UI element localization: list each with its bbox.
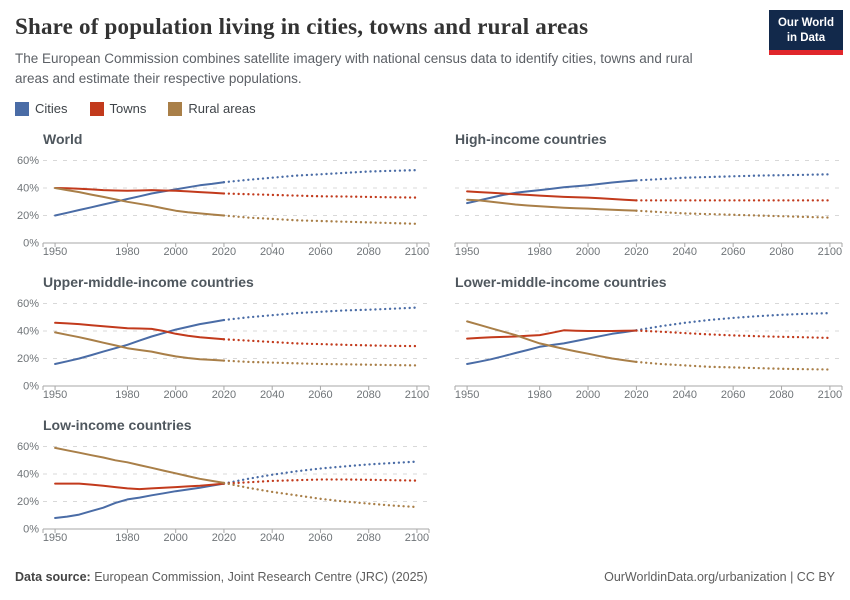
svg-text:1950: 1950 <box>455 389 479 401</box>
svg-text:2040: 2040 <box>673 246 697 258</box>
svg-text:2100: 2100 <box>405 246 429 258</box>
svg-text:2040: 2040 <box>260 532 284 544</box>
svg-text:1950: 1950 <box>43 246 67 258</box>
svg-text:40%: 40% <box>17 469 39 481</box>
svg-text:2080: 2080 <box>769 389 793 401</box>
data-source-note: Data source: European Commission, Joint … <box>15 570 428 584</box>
svg-text:40%: 40% <box>17 326 39 338</box>
chart-title-high-income: High-income countries <box>455 131 607 148</box>
chart-panel-low-income: Low-income countries 0% 20% 40% 60% 1950 1980… <box>15 417 445 547</box>
charts-grid: World 0% 20% 40% 60% 1950 1980 2000 2020 2040 206… <box>15 131 843 547</box>
data-source-text: European Commission, Joint Research Cent… <box>90 570 428 584</box>
towns-swatch-icon <box>89 101 104 116</box>
svg-text:2080: 2080 <box>356 246 380 258</box>
legend-label-cities: Cities <box>35 101 68 117</box>
svg-text:2080: 2080 <box>356 532 380 544</box>
legend-label-towns: Towns <box>109 101 147 117</box>
svg-text:2000: 2000 <box>576 246 600 258</box>
legend-item-rural: Rural areas <box>168 101 256 117</box>
svg-text:1980: 1980 <box>115 532 139 544</box>
svg-text:2000: 2000 <box>163 246 187 258</box>
svg-text:2060: 2060 <box>308 246 332 258</box>
legend-label-rural: Rural areas <box>188 101 256 117</box>
page-title: Share of population living in cities, to… <box>15 14 589 39</box>
svg-text:1950: 1950 <box>43 532 67 544</box>
legend: Cities Towns Rural areas <box>15 101 835 116</box>
svg-text:2060: 2060 <box>721 389 745 401</box>
owid-logo-line1: Our World <box>777 17 834 29</box>
svg-text:2080: 2080 <box>356 389 380 401</box>
chart-panel-world: World 0% 20% 40% 60% 1950 1980 2000 2020 2040 206… <box>15 131 445 261</box>
svg-text:1980: 1980 <box>115 246 139 258</box>
svg-text:20%: 20% <box>17 210 39 222</box>
svg-text:1980: 1980 <box>527 389 551 401</box>
legend-item-cities: Cities <box>15 101 68 116</box>
footer-attribution: OurWorldinData.org/urbanization | CC BY <box>604 570 835 584</box>
svg-text:2000: 2000 <box>576 389 600 401</box>
rural-swatch-icon <box>168 101 183 116</box>
legend-item-towns: Towns <box>89 101 147 117</box>
svg-text:2020: 2020 <box>212 246 236 258</box>
svg-text:1950: 1950 <box>455 246 479 258</box>
svg-text:2040: 2040 <box>260 246 284 258</box>
svg-text:60%: 60% <box>17 441 39 453</box>
page-subtitle: The European Commission combines satelli… <box>15 51 693 86</box>
owid-logo-line2: in Data <box>786 31 826 44</box>
svg-text:2020: 2020 <box>624 246 648 258</box>
svg-text:2040: 2040 <box>260 389 284 401</box>
chart-low-income: 0% 20% 40% 60% 1950 1980 2000 2020 2040 2060 2080 2… <box>17 441 430 544</box>
cities-swatch-icon <box>15 101 29 116</box>
svg-text:2100: 2100 <box>818 246 842 258</box>
chart-high-income: 1950 1980 2000 2020 2040 2060 2080 2100 <box>454 160 843 258</box>
footer: Data source: European Commission, Joint … <box>15 570 835 584</box>
svg-text:2020: 2020 <box>624 389 648 401</box>
svg-text:2000: 2000 <box>163 532 187 544</box>
svg-text:0%: 0% <box>23 524 39 536</box>
svg-text:2100: 2100 <box>405 532 429 544</box>
svg-text:20%: 20% <box>17 353 39 365</box>
svg-text:0%: 0% <box>23 238 39 250</box>
svg-text:2080: 2080 <box>769 246 793 258</box>
svg-text:1980: 1980 <box>527 246 551 258</box>
svg-text:20%: 20% <box>17 496 39 508</box>
chart-panel-lower-middle-income: Lower-middle-income countries 1950 1980 20… <box>445 274 850 404</box>
chart-upper-middle-income: 0% 20% 40% 60% 1950 1980 2000 2020 2040 2060 2080 2… <box>17 298 430 401</box>
owid-logo: Our World in Data <box>768 10 843 55</box>
svg-text:2100: 2100 <box>405 389 429 401</box>
chart-panel-high-income: High-income countries 1950 1980 2000 2020 20… <box>445 131 850 261</box>
chart-panel-upper-middle-income: Upper-middle-income countries 0% 20% 40% 60… <box>15 274 445 404</box>
svg-text:2060: 2060 <box>721 246 745 258</box>
svg-text:2100: 2100 <box>818 389 842 401</box>
chart-title-upper-middle-income: Upper-middle-income countries <box>43 274 254 291</box>
svg-text:2060: 2060 <box>308 532 332 544</box>
chart-title-low-income: Low-income countries <box>43 417 192 434</box>
chart-title-world: World <box>43 131 83 148</box>
chart-world: 0% 20% 40% 60% 1950 1980 2000 2020 2040 2060 2080 2… <box>17 155 430 258</box>
owid-chart-page: Our World in Data Share of population li… <box>15 10 843 584</box>
svg-text:60%: 60% <box>17 155 39 167</box>
svg-text:2020: 2020 <box>212 389 236 401</box>
svg-text:1950: 1950 <box>43 389 67 401</box>
svg-text:40%: 40% <box>17 183 39 195</box>
data-source-prefix: Data source: <box>15 570 91 584</box>
svg-text:0%: 0% <box>23 381 39 393</box>
svg-text:2000: 2000 <box>163 389 187 401</box>
svg-text:60%: 60% <box>17 298 39 310</box>
svg-text:2020: 2020 <box>212 532 236 544</box>
chart-title-lower-middle-income: Lower-middle-income countries <box>455 274 667 291</box>
svg-text:2060: 2060 <box>308 389 332 401</box>
svg-text:2040: 2040 <box>673 389 697 401</box>
svg-text:1980: 1980 <box>115 389 139 401</box>
chart-lower-middle-income: 1950 1980 2000 2020 2040 2060 2080 2100 <box>454 303 843 401</box>
